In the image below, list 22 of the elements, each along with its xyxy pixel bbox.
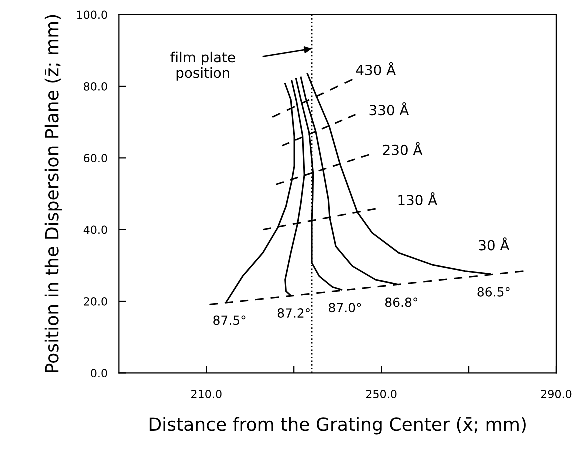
y-tick-label: 40.0 [84, 226, 108, 234]
x-axis-title: Distance from the Grating Center (x̄; mm) [150, 417, 526, 435]
annotation: 330 Å [370, 102, 410, 116]
y-tick-label: 80.0 [84, 82, 108, 91]
annotation: 30 Å [479, 238, 510, 251]
y-tick-label: 100.0 [77, 10, 108, 20]
y-tick-label: 0.0 [91, 369, 108, 378]
annotation: 87.2° [278, 308, 310, 318]
x-tick-label: 250.0 [366, 390, 397, 398]
y-tick-label: 60.0 [84, 154, 108, 163]
annotation: 430 Å [356, 62, 396, 76]
x-tick-label: 290.0 [541, 390, 572, 398]
x-tick-label: 210.0 [192, 390, 222, 398]
annotation: 87.0° [329, 303, 362, 313]
y-axis-title: Position in the Dispersion Plane (z̄; mm) [44, 15, 62, 372]
y-tick-label: 20.0 [84, 297, 108, 306]
annotation: 86.8° [385, 298, 418, 308]
annotation: 86.5° [478, 287, 510, 297]
annotation: 130 Å [398, 192, 438, 206]
ref-line-label: film plate position [170, 52, 236, 81]
annotation: 87.5° [214, 316, 246, 326]
annotation: 230 Å [383, 142, 423, 156]
